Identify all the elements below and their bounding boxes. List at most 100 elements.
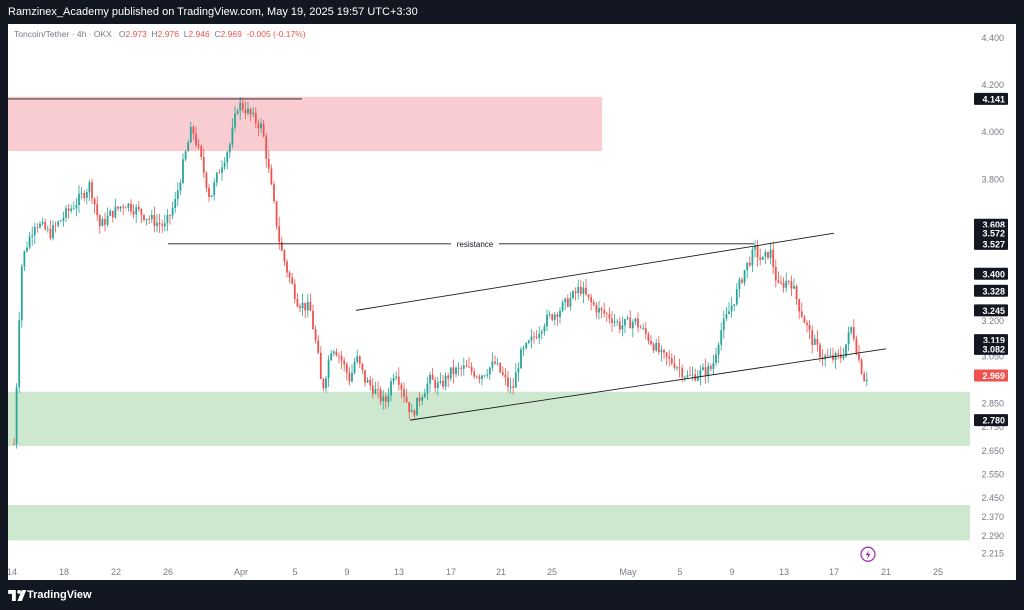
candle-body xyxy=(26,247,28,252)
candle-body xyxy=(798,299,801,312)
candle-body xyxy=(603,310,606,314)
x-tick-label: 21 xyxy=(881,567,891,577)
x-tick-label: 25 xyxy=(547,567,557,577)
candle-body xyxy=(356,356,359,362)
x-tick-label: 9 xyxy=(729,567,734,577)
candle-body xyxy=(520,349,522,369)
candle-body xyxy=(44,222,47,230)
candle-body xyxy=(743,270,746,283)
candle-body xyxy=(275,201,278,227)
candle-body xyxy=(850,327,853,333)
candle-body xyxy=(842,356,845,359)
candle-body xyxy=(293,283,296,299)
candle-body xyxy=(403,389,405,397)
x-tick-label: Apr xyxy=(234,567,248,577)
y-tick-label: 2.550 xyxy=(981,469,1004,479)
y-tick-label: 3.800 xyxy=(981,174,1004,184)
candle-body xyxy=(806,322,808,325)
candle-body xyxy=(65,208,67,218)
candle-body xyxy=(410,410,413,413)
candle-body xyxy=(548,314,551,316)
candle-body xyxy=(741,279,743,283)
candle-body xyxy=(824,355,827,360)
candle-body xyxy=(260,123,262,129)
candle-body xyxy=(20,266,23,321)
price-tag-label: 3.527 xyxy=(982,239,1005,249)
chart-area[interactable]: resistance4.4004.2004.0003.8003.6003.400… xyxy=(8,24,1016,580)
candle-body xyxy=(205,172,208,188)
candle-body xyxy=(145,218,148,220)
candle-body xyxy=(592,302,595,305)
x-tick-label: 25 xyxy=(933,567,943,577)
candle-body xyxy=(273,184,275,202)
candle-body xyxy=(135,207,138,215)
candle-body xyxy=(314,329,317,341)
candle-body xyxy=(720,330,723,345)
channel-lower xyxy=(409,348,887,421)
candle-body xyxy=(452,367,455,375)
candle-body xyxy=(91,182,93,199)
symbol-legend: Toncoin/Tether · 4h · OKX O2.973 H2.976 … xyxy=(14,29,306,39)
candle-body xyxy=(174,199,177,209)
candle-body xyxy=(676,367,678,369)
candle-body xyxy=(304,302,307,311)
candle-body xyxy=(429,374,431,384)
candle-body xyxy=(231,127,234,145)
candle-body xyxy=(559,310,561,318)
candle-body xyxy=(496,362,499,364)
candle-body xyxy=(652,344,655,351)
candle-body xyxy=(106,215,109,225)
candle-body xyxy=(540,331,543,334)
candle-body xyxy=(59,220,62,222)
candle-body xyxy=(158,222,161,225)
candle-body xyxy=(119,206,122,209)
candle-body xyxy=(530,336,533,341)
price-tag-label: 2.969 xyxy=(982,371,1005,381)
candle-body xyxy=(366,379,369,383)
candle-body xyxy=(449,367,452,379)
candle-body xyxy=(579,286,582,294)
candle-body xyxy=(325,378,327,389)
candle-body xyxy=(31,235,34,237)
candle-body xyxy=(702,367,704,370)
candle-body xyxy=(595,304,598,313)
candle-body xyxy=(109,210,112,216)
candle-body xyxy=(738,279,741,290)
price-tag xyxy=(974,267,1008,280)
candle-body xyxy=(286,261,288,273)
publisher-caption: Ramzinex_Academy published on TradingVie… xyxy=(8,6,418,18)
candle-body xyxy=(358,356,361,364)
candle-body xyxy=(535,337,538,339)
candle-body xyxy=(673,363,676,368)
candle-body xyxy=(421,397,424,401)
candle-body xyxy=(171,208,174,216)
candle-body xyxy=(104,219,106,225)
candle-body xyxy=(335,351,338,356)
candle-body xyxy=(457,367,460,369)
candle-body xyxy=(46,228,49,230)
bottom-bar: TradingView xyxy=(0,580,1024,610)
candle-body xyxy=(439,380,442,383)
price-tag xyxy=(974,414,1008,427)
candle-body xyxy=(621,325,624,330)
candle-body xyxy=(85,192,88,198)
candle-body xyxy=(574,291,577,294)
candle-body xyxy=(699,369,702,377)
candle-body xyxy=(650,340,652,345)
price-chart[interactable]: resistance4.4004.2004.0003.8003.6003.400… xyxy=(8,24,1016,580)
candle-body xyxy=(572,291,574,299)
candle-body xyxy=(590,297,593,303)
candle-body xyxy=(566,298,569,307)
candle-body xyxy=(252,112,255,115)
candle-body xyxy=(764,251,767,257)
candle-body xyxy=(686,375,689,378)
candle-body xyxy=(241,102,244,110)
candle-body xyxy=(306,302,309,311)
candle-body xyxy=(517,368,520,373)
candle-body xyxy=(790,281,793,289)
candle-body xyxy=(444,375,447,387)
candle-body xyxy=(735,289,738,305)
candle-body xyxy=(343,360,346,365)
candle-body xyxy=(858,353,860,360)
candle-body xyxy=(67,208,70,211)
